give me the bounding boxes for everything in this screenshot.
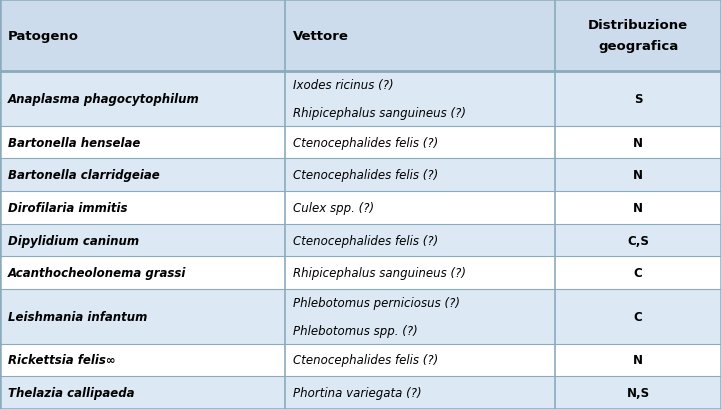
Bar xyxy=(0,0,721,72)
Text: S: S xyxy=(634,93,642,106)
Bar xyxy=(0,192,721,224)
Text: Dirofilaria immitis: Dirofilaria immitis xyxy=(8,202,128,214)
Bar xyxy=(0,344,721,376)
Text: Ctenocephalides felis (?): Ctenocephalides felis (?) xyxy=(293,234,438,247)
Bar xyxy=(0,257,721,290)
Text: Rhipicephalus sanguineus (?): Rhipicephalus sanguineus (?) xyxy=(293,267,466,280)
Text: Patogeno: Patogeno xyxy=(8,29,79,43)
Text: N: N xyxy=(633,136,643,149)
Bar xyxy=(0,290,721,344)
Text: Phortina variegata (?): Phortina variegata (?) xyxy=(293,386,421,399)
Text: Distribuzione
geografica: Distribuzione geografica xyxy=(588,19,688,53)
Text: Phlebotomus spp. (?): Phlebotomus spp. (?) xyxy=(293,324,417,337)
Text: C: C xyxy=(634,267,642,280)
Text: Rhipicephalus sanguineus (?): Rhipicephalus sanguineus (?) xyxy=(293,106,466,119)
Text: N,S: N,S xyxy=(627,386,650,399)
Text: N: N xyxy=(633,354,643,366)
Text: Ctenocephalides felis (?): Ctenocephalides felis (?) xyxy=(293,169,438,182)
Text: Phlebotomus perniciosus (?): Phlebotomus perniciosus (?) xyxy=(293,297,460,310)
Bar xyxy=(0,376,721,409)
Text: Bartonella henselae: Bartonella henselae xyxy=(8,136,141,149)
Text: Leishmania infantum: Leishmania infantum xyxy=(8,310,147,323)
Text: Ixodes ricinus (?): Ixodes ricinus (?) xyxy=(293,79,394,92)
Text: Ctenocephalides felis (?): Ctenocephalides felis (?) xyxy=(293,354,438,366)
Text: Ctenocephalides felis (?): Ctenocephalides felis (?) xyxy=(293,136,438,149)
Text: Rickettsia felis∞: Rickettsia felis∞ xyxy=(8,354,115,366)
Text: N: N xyxy=(633,169,643,182)
Text: Dipylidium caninum: Dipylidium caninum xyxy=(8,234,139,247)
Text: N: N xyxy=(633,202,643,214)
Text: Anaplasma phagocytophilum: Anaplasma phagocytophilum xyxy=(8,93,200,106)
Text: C: C xyxy=(634,310,642,323)
Text: Culex spp. (?): Culex spp. (?) xyxy=(293,202,374,214)
Text: Acanthocheolonema grassi: Acanthocheolonema grassi xyxy=(8,267,186,280)
Text: C,S: C,S xyxy=(627,234,649,247)
Text: Bartonella clarridgeiae: Bartonella clarridgeiae xyxy=(8,169,160,182)
Bar xyxy=(0,159,721,192)
Text: Vettore: Vettore xyxy=(293,29,349,43)
Bar xyxy=(0,126,721,159)
Text: Thelazia callipaeda: Thelazia callipaeda xyxy=(8,386,135,399)
Bar xyxy=(0,224,721,257)
Bar xyxy=(0,72,721,126)
